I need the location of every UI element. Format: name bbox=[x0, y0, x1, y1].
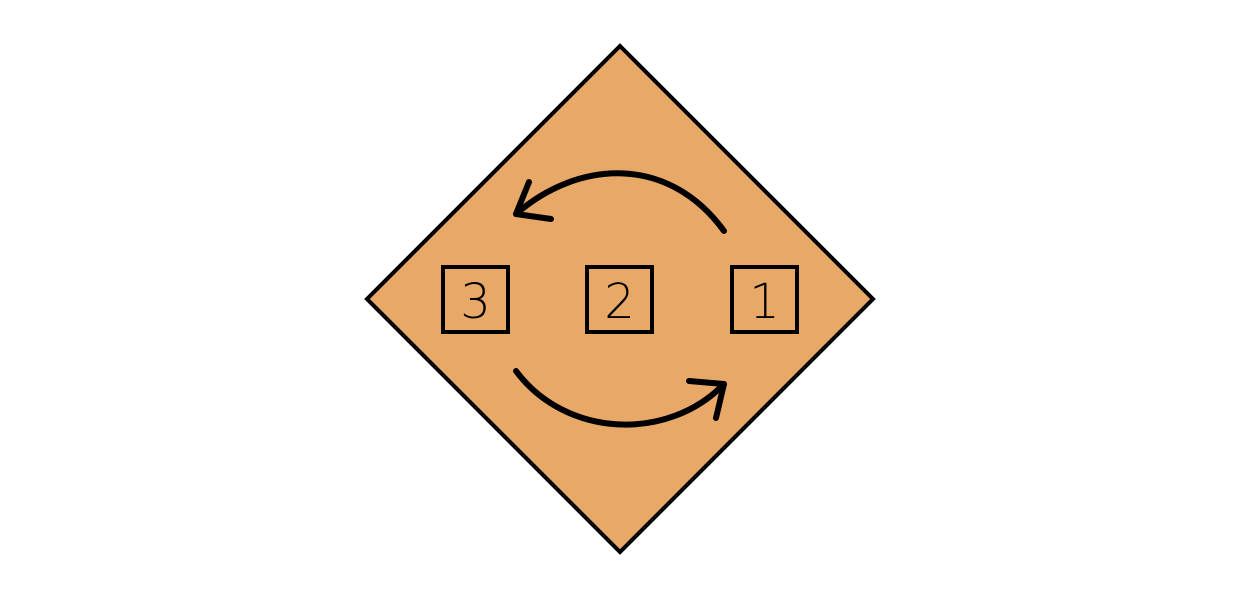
arrow-bottom-arc bbox=[513, 368, 727, 428]
arrow-top-arc-line bbox=[513, 170, 727, 234]
arrow-top-arc bbox=[513, 170, 727, 234]
arrow-top-arc-head bbox=[513, 179, 554, 222]
box-1: 1 bbox=[730, 265, 799, 334]
box-1-label: 1 bbox=[749, 274, 780, 330]
box-2-label: 2 bbox=[604, 274, 635, 330]
box-3: 3 bbox=[441, 265, 510, 334]
arrow-bottom-arc-head bbox=[686, 378, 727, 421]
box-3-label: 3 bbox=[460, 274, 491, 330]
arrow-bottom-arc-line bbox=[513, 368, 727, 428]
box-2: 2 bbox=[585, 265, 654, 334]
diamond-shape bbox=[364, 43, 876, 555]
